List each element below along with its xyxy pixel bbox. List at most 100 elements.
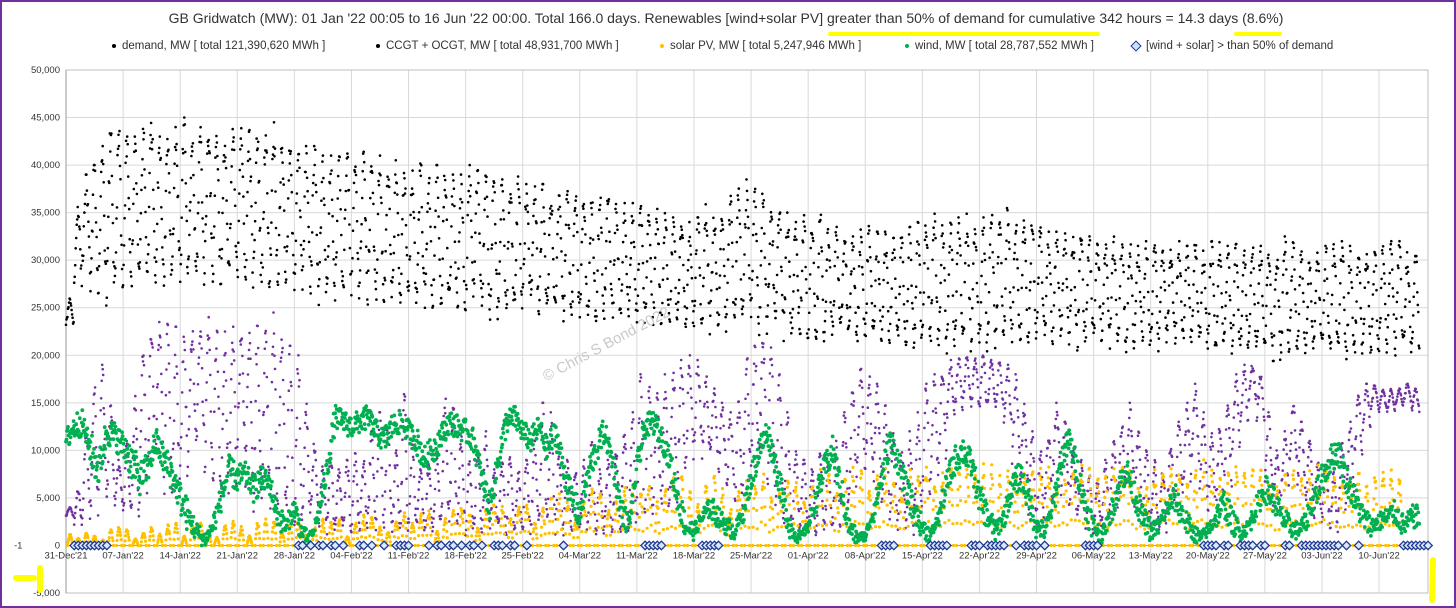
demand-point [112, 260, 115, 264]
ccgt-point [443, 406, 447, 410]
ccgt-point [1362, 421, 1365, 424]
ccgt-point [862, 447, 866, 451]
ccgt-point [1279, 494, 1283, 497]
ccgt-point [1211, 444, 1215, 448]
ccgt-point [1183, 470, 1186, 473]
ccgt-point [1230, 485, 1234, 488]
ccgt-point [879, 475, 882, 479]
ccgt-point [1257, 396, 1261, 400]
ccgt-point [196, 383, 200, 386]
ccgt-point [1397, 390, 1401, 393]
ccgt-point [738, 416, 742, 419]
demand-point [147, 243, 150, 246]
demand-point [136, 219, 139, 223]
demand-point [862, 318, 866, 321]
demand-point [499, 218, 503, 221]
ccgt-point [517, 477, 520, 481]
demand-point [1034, 322, 1037, 325]
demand-point [172, 227, 175, 230]
demand-point [840, 305, 844, 309]
ccgt-point [996, 393, 999, 396]
ccgt-point [1053, 439, 1056, 443]
ccgt-point [1266, 435, 1269, 438]
demand-point [169, 273, 173, 276]
demand-point [705, 234, 709, 237]
demand-point [1000, 261, 1003, 265]
demand-point [730, 220, 733, 224]
demand-point [569, 305, 573, 309]
ccgt-point [428, 477, 432, 481]
demand-point [654, 232, 658, 236]
demand-point [1013, 243, 1017, 246]
ccgt-point [854, 458, 857, 462]
ccgt-point [1305, 490, 1308, 494]
demand-point [309, 260, 313, 263]
demand-point [437, 215, 440, 218]
ccgt-point [916, 436, 919, 439]
ccgt-point [971, 382, 975, 386]
ccgt-point [1006, 363, 1010, 367]
ccgt-point [762, 361, 766, 365]
ccgt-point [1321, 515, 1324, 519]
ccgt-point [741, 483, 745, 487]
demand-point [293, 272, 297, 275]
demand-point [113, 274, 117, 278]
demand-point [507, 211, 511, 215]
demand-point [1009, 318, 1013, 322]
demand-point [164, 235, 167, 238]
demand-point [975, 281, 979, 285]
demand-point [348, 246, 352, 250]
ccgt-point [354, 452, 357, 455]
demand-point [90, 257, 93, 260]
demand-point [1146, 258, 1149, 261]
demand-point [868, 229, 871, 232]
demand-point [377, 183, 381, 187]
demand-point [203, 272, 206, 275]
demand-point [751, 233, 755, 237]
ccgt-point [183, 340, 186, 344]
demand-point [1105, 247, 1108, 250]
demand-point [354, 173, 358, 177]
demand-point [1114, 268, 1117, 272]
demand-point [909, 258, 913, 262]
demand-point [658, 283, 661, 286]
ccgt-point [281, 378, 285, 382]
demand-point [304, 170, 307, 174]
ccgt-point [587, 511, 590, 514]
demand-point [168, 191, 171, 194]
demand-point [1182, 329, 1185, 333]
demand-point [897, 334, 900, 337]
ccgt-point [474, 504, 477, 508]
demand-point [76, 205, 79, 209]
demand-point [71, 316, 74, 320]
demand-point [426, 210, 429, 214]
ccgt-point [167, 362, 171, 365]
demand-point [459, 197, 462, 201]
demand-point [455, 291, 459, 294]
demand-point [846, 306, 849, 310]
demand-point [721, 223, 724, 227]
demand-point [206, 144, 210, 148]
demand-point [880, 328, 884, 331]
ccgt-point [917, 424, 921, 427]
ccgt-point [1188, 443, 1191, 446]
demand-point [338, 189, 342, 192]
ccgt-point [1149, 511, 1153, 514]
demand-point [186, 265, 189, 269]
ccgt-point [225, 419, 228, 422]
ccgt-point [1417, 404, 1421, 408]
ccgt-point [383, 490, 387, 493]
ccgt-point [747, 414, 750, 417]
demand-point [687, 258, 690, 262]
demand-point [196, 255, 199, 258]
ccgt-point [914, 487, 917, 490]
demand-point [213, 194, 217, 197]
demand-point [579, 297, 582, 301]
ccgt-point [497, 519, 501, 523]
ccgt-point [1401, 404, 1405, 407]
ccgt-point [590, 443, 593, 447]
demand-point [796, 289, 800, 292]
demand-point [800, 299, 803, 302]
demand-point [780, 269, 783, 273]
ccgt-point [230, 341, 234, 345]
